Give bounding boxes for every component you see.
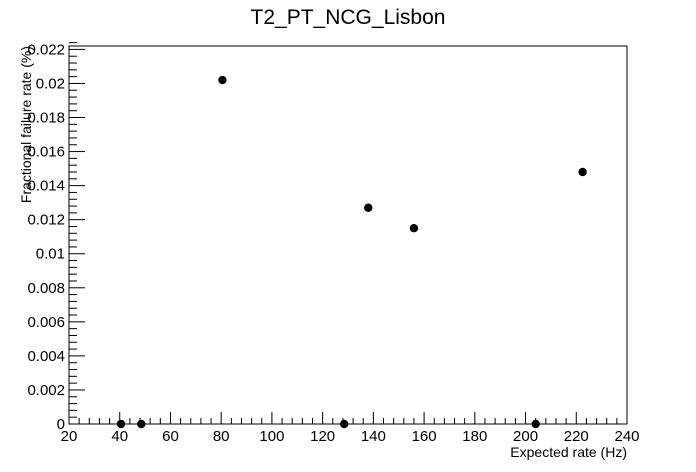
chart-title: T2_PT_NCG_Lisbon <box>251 6 446 29</box>
x-tick-label: 240 <box>614 428 639 445</box>
y-tick-label: 0.002 <box>27 382 65 399</box>
y-tick-label: 0.014 <box>27 178 65 195</box>
y-tick-label: 0.004 <box>27 348 65 365</box>
data-point <box>116 419 126 429</box>
y-axis-label: Fractional failure rate (%) <box>18 46 34 203</box>
y-tick-label: 0.012 <box>27 212 65 229</box>
x-tick-label: 20 <box>61 428 78 445</box>
y-tick-label: 0.02 <box>36 75 65 92</box>
x-axis-tick-labels: 20 40 60 80 100 120 140 160 180 200 220 240 <box>61 428 640 445</box>
y-axis-ticks <box>69 42 85 425</box>
x-tick-label: 40 <box>111 428 128 445</box>
x-tick-label: 220 <box>564 428 589 445</box>
data-point <box>137 419 146 429</box>
x-axis-ticks <box>68 412 628 424</box>
plot-frame <box>68 45 628 425</box>
y-tick-label: 0 <box>57 416 65 433</box>
x-tick-label: 200 <box>513 428 538 445</box>
y-tick-label: 0.018 <box>27 110 65 127</box>
x-tick-label: 60 <box>162 428 179 445</box>
x-tick-label: 80 <box>213 428 230 445</box>
data-points <box>116 75 587 429</box>
y-tick-label: 0.008 <box>27 280 65 297</box>
data-point <box>364 203 373 212</box>
x-tick-label: 160 <box>412 428 437 445</box>
data-point <box>578 167 587 177</box>
x-tick-label: 100 <box>259 428 284 445</box>
x-axis-label: Expected rate (Hz) <box>510 444 627 460</box>
data-point <box>409 223 419 233</box>
y-tick-label: 0.022 <box>27 41 65 58</box>
x-tick-label: 140 <box>361 428 386 445</box>
y-axis-tick-labels: 0 0.002 0.004 0.006 0.008 0.01 0.012 0.014 0.016… <box>27 41 65 433</box>
x-tick-label: 120 <box>310 428 335 445</box>
x-tick-label: 180 <box>462 428 487 445</box>
y-tick-label: 0.01 <box>36 246 65 263</box>
data-point <box>339 419 349 429</box>
data-point <box>531 419 540 429</box>
y-tick-label: 0.016 <box>27 144 65 161</box>
data-point <box>218 75 227 85</box>
y-tick-label: 0.006 <box>27 314 65 331</box>
